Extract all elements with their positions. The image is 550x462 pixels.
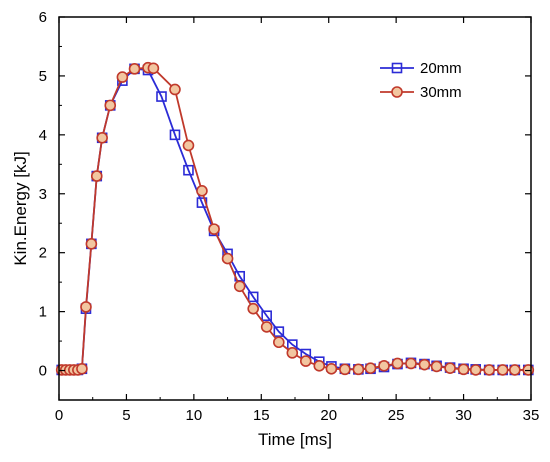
data-point: [208, 223, 220, 235]
data-point: [196, 185, 208, 197]
data-point: [286, 347, 299, 359]
data-point: [221, 252, 234, 265]
data-point: [378, 360, 390, 372]
data-point: [457, 363, 470, 376]
legend-item: 20mm: [380, 60, 462, 77]
data-point: [496, 364, 509, 376]
x-tick-label: 5: [122, 407, 130, 424]
x-tick-label: 15: [253, 407, 270, 424]
legend-label: 20mm: [420, 60, 462, 77]
legend: 20mm 30mm: [380, 60, 462, 101]
series-layer: [55, 61, 535, 376]
data-point: [418, 358, 431, 371]
data-point: [182, 139, 195, 152]
y-tick-label: 3: [39, 186, 47, 203]
data-point: [273, 326, 285, 337]
data-point: [405, 357, 417, 370]
data-point: [364, 362, 377, 374]
y-tick-label: 6: [39, 9, 47, 26]
data-point: [156, 91, 167, 102]
y-axis-title: Kin.Energy [kJ]: [11, 151, 30, 265]
data-point: [147, 62, 160, 75]
data-point: [85, 238, 98, 250]
series-line: [61, 67, 529, 371]
data-point: [313, 360, 326, 372]
data-point: [233, 280, 246, 293]
x-tick-label: 0: [55, 407, 63, 424]
data-point: [247, 291, 259, 303]
legend-label: 30mm: [420, 84, 462, 101]
series-line: [61, 66, 529, 371]
data-point: [352, 363, 365, 376]
data-point: [261, 310, 272, 322]
data-point: [273, 336, 285, 349]
ticks-layer: 0 5 10 15 20 25 30 35 0 1 2 3 4 5 6: [39, 9, 540, 424]
data-point: [90, 170, 103, 182]
data-point: [325, 362, 338, 375]
y-tick-label: 0: [39, 363, 47, 380]
data-point: [169, 129, 181, 141]
legend-marker: [391, 86, 403, 98]
data-point: [183, 164, 194, 176]
data-point: [128, 63, 141, 75]
x-tick-label: 25: [388, 407, 405, 424]
data-point: [96, 131, 108, 144]
data-point: [299, 355, 312, 367]
data-point: [80, 301, 92, 313]
legend-marker: [391, 62, 403, 74]
data-point: [339, 363, 351, 376]
data-point: [430, 360, 443, 373]
data-point: [509, 364, 521, 376]
y-tick-label: 2: [39, 245, 47, 262]
x-tick-label: 35: [523, 407, 540, 424]
legend-item: 30mm: [380, 84, 462, 101]
data-point: [483, 364, 495, 376]
data-point: [116, 71, 129, 83]
x-tick-label: 10: [186, 407, 203, 424]
data-point: [76, 362, 88, 375]
data-point: [260, 321, 273, 333]
series-20mm: [56, 63, 534, 376]
data-point: [169, 83, 181, 96]
data-point: [469, 364, 482, 376]
x-axis-title: Time [ms]: [258, 430, 332, 449]
data-point: [247, 302, 259, 315]
series-30mm: [55, 61, 535, 376]
x-tick-label: 20: [320, 407, 337, 424]
data-point: [391, 357, 404, 370]
y-tick-label: 5: [39, 68, 47, 85]
x-tick-label: 30: [455, 407, 472, 424]
y-tick-label: 1: [39, 304, 47, 321]
y-tick-label: 4: [39, 127, 47, 144]
data-point: [104, 99, 117, 112]
data-point: [444, 362, 456, 374]
